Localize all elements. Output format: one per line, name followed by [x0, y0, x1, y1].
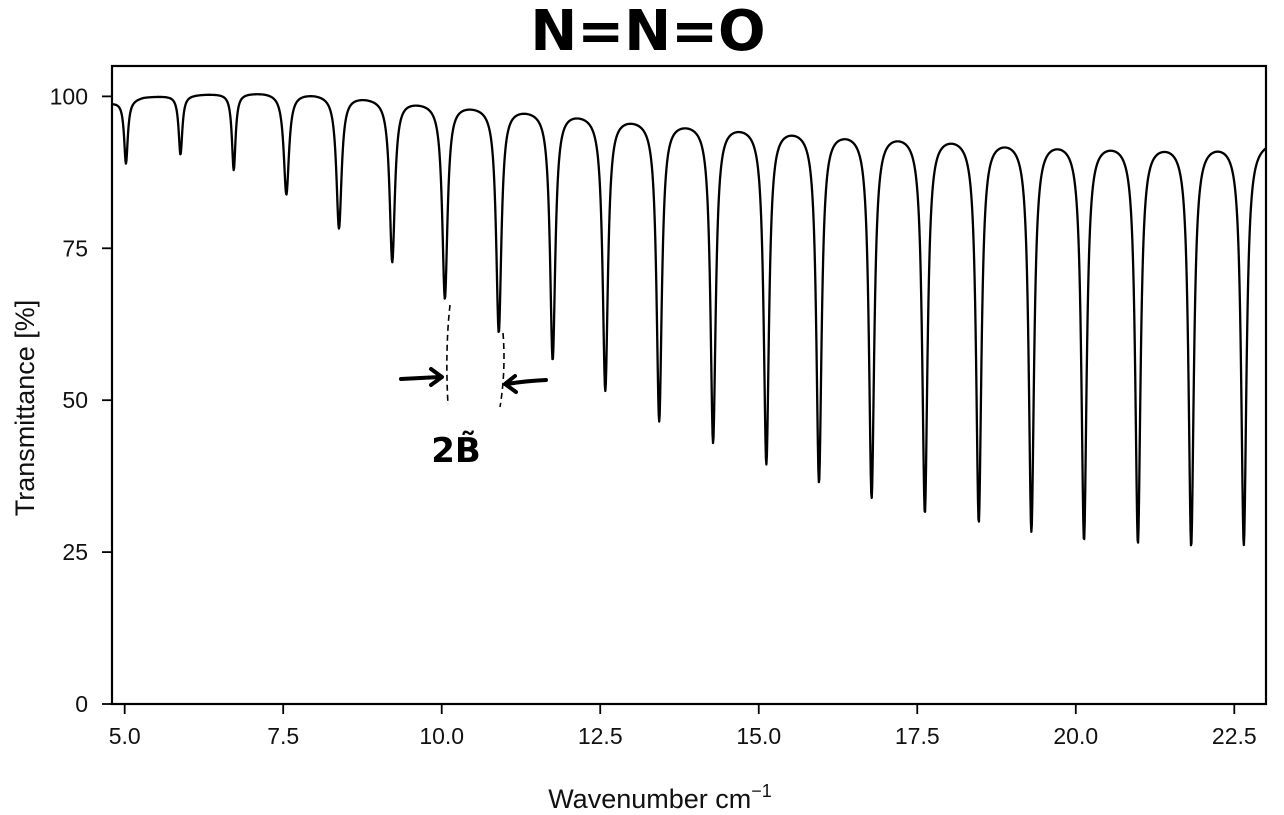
- left-dashed-guide: [446, 304, 451, 406]
- transmittance-line: [111, 93, 1267, 547]
- x-tick-label: 22.5: [1212, 723, 1257, 749]
- y-tick-label: 100: [50, 83, 88, 109]
- x-axis-label: Wavenumber cm−1: [548, 781, 772, 814]
- y-tick-label: 0: [75, 691, 88, 717]
- x-tick-label: 5.0: [109, 723, 141, 749]
- axis-ticks: 5.0 7.5 10.0 12.5 15.0 17.5 20.0 22.5 0 25 50 75 100: [50, 83, 1257, 749]
- x-tick-label: 10.0: [419, 723, 464, 749]
- annotation-2b-label: 2B̃: [431, 431, 481, 471]
- y-tick-label: 50: [62, 387, 88, 413]
- y-tick-label: 75: [62, 235, 88, 261]
- y-axis-label: Transmittance [%]: [10, 300, 40, 517]
- x-tick-label: 17.5: [895, 723, 940, 749]
- x-tick-label: 12.5: [578, 723, 623, 749]
- series-layer: [111, 93, 1267, 547]
- right-dashed-guide: [499, 332, 505, 408]
- y-tick-label: 25: [62, 539, 88, 565]
- plot-frame: [110, 64, 1268, 706]
- x-tick-label: 7.5: [267, 723, 299, 749]
- x-tick-label: 20.0: [1053, 723, 1098, 749]
- spacing-annotation: 2B̃: [399, 304, 548, 471]
- left-pointing-arrow: [503, 374, 548, 394]
- chart-title: N=N=O: [530, 0, 765, 64]
- x-tick-label: 15.0: [736, 723, 781, 749]
- right-pointing-arrow: [399, 367, 444, 387]
